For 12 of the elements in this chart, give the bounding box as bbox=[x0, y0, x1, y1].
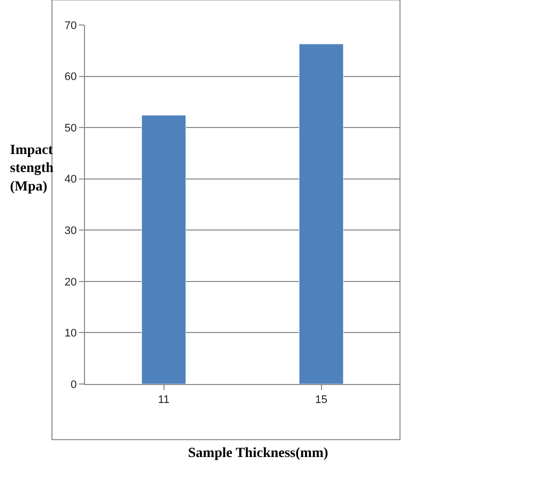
x-tick-label: 11 bbox=[158, 394, 170, 406]
x-axis-title: Sample Thickness(mm) bbox=[188, 446, 328, 461]
y-tick-label: 10 bbox=[64, 328, 77, 340]
y-tick-label: 20 bbox=[64, 276, 77, 288]
y-tick-label: 40 bbox=[64, 174, 77, 186]
y-tick-label: 50 bbox=[64, 122, 77, 134]
y-tick-label: 70 bbox=[64, 20, 77, 32]
y-tick-label: 30 bbox=[64, 224, 77, 237]
y-tick-label: 0 bbox=[70, 378, 77, 391]
y-axis-title: Impact stength (Mpa) bbox=[10, 143, 54, 194]
y-tick-label: 60 bbox=[64, 71, 77, 84]
x-tick-label: 15 bbox=[315, 394, 328, 406]
